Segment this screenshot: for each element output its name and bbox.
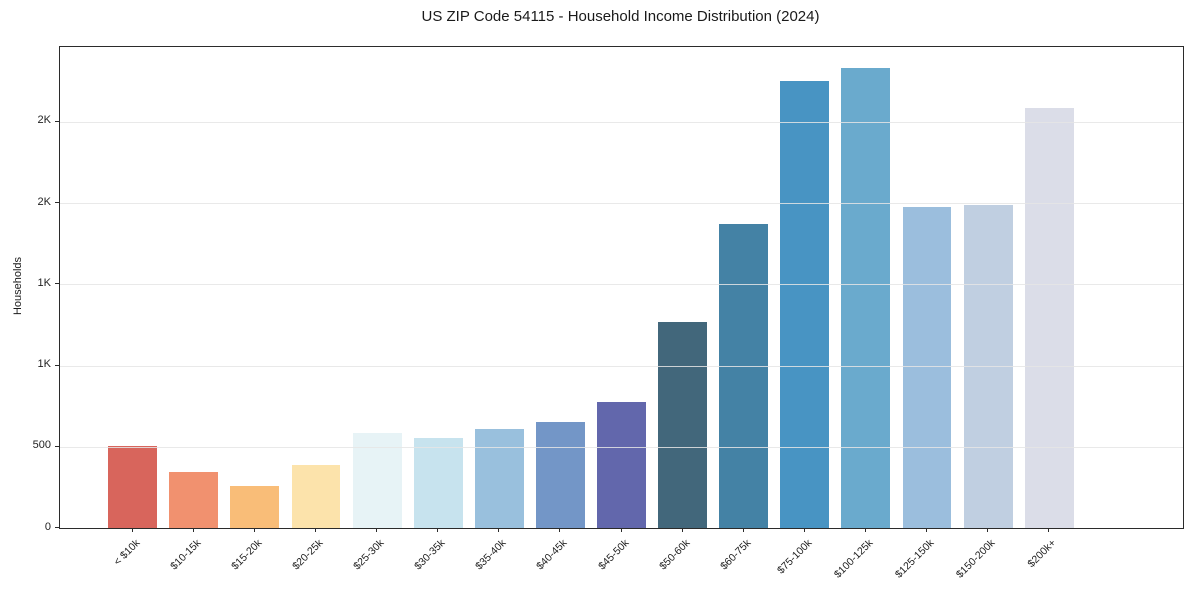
bar-50-60k: [658, 321, 708, 528]
x-tick-mark: [742, 528, 744, 532]
y-tick-mark: [55, 283, 59, 285]
x-tick-mark: [987, 528, 989, 532]
bar-30-35k: [413, 437, 463, 528]
y-tick-label: 1K: [37, 358, 51, 370]
x-tick-mark: [1048, 528, 1050, 532]
chart-title: US ZIP Code 54115 - Household Income Dis…: [421, 8, 820, 25]
bar-125-150k: [902, 207, 952, 528]
x-tick-mark: [192, 528, 194, 532]
y-tick-label: 2K: [37, 114, 51, 127]
x-tick-mark: [437, 528, 439, 532]
bar-40-45k: [535, 421, 585, 528]
y-tick-mark: [55, 120, 59, 122]
x-tick-mark: [925, 528, 927, 532]
y-tick-label: 0: [44, 520, 51, 533]
x-tick-mark: [376, 528, 378, 532]
y-tick-mark: [55, 445, 59, 447]
x-tick-mark: [559, 528, 561, 532]
x-tick-mark: [864, 528, 866, 532]
x-tick-mark: [498, 528, 500, 532]
gridline: [60, 203, 1183, 204]
y-tick-label: 1K: [37, 276, 51, 289]
bar-200k: [1024, 107, 1074, 528]
y-tick-mark: [55, 364, 59, 366]
y-tick-label: 500: [32, 439, 51, 452]
gridline: [60, 284, 1183, 286]
bar-35-40k: [474, 428, 524, 528]
bar-10k: [108, 445, 158, 528]
plot-area: [59, 46, 1184, 529]
bar-20-25k: [291, 464, 341, 528]
bar-100-125k: [841, 68, 891, 528]
x-tick-mark: [803, 528, 805, 532]
gridline: [60, 365, 1183, 367]
bar-25-30k: [352, 432, 402, 528]
x-tick-label: < $10k: [111, 537, 143, 568]
x-tick-mark: [253, 528, 255, 532]
x-tick-mark: [315, 528, 316, 532]
bar-75-100k: [780, 81, 830, 528]
gridline: [60, 446, 1183, 448]
gridline: [60, 121, 1183, 123]
y-tick-mark: [55, 202, 59, 203]
x-tick-mark: [131, 528, 133, 532]
x-tick-mark: [620, 528, 622, 532]
y-tick-mark: [55, 527, 59, 528]
bar-60-75k: [719, 224, 769, 528]
bar-15-20k: [230, 485, 280, 528]
bar-45-50k: [597, 402, 646, 528]
x-tick-mark: [681, 528, 683, 532]
y-tick-label: 2K: [37, 195, 51, 208]
bar-10-15k: [169, 471, 219, 528]
